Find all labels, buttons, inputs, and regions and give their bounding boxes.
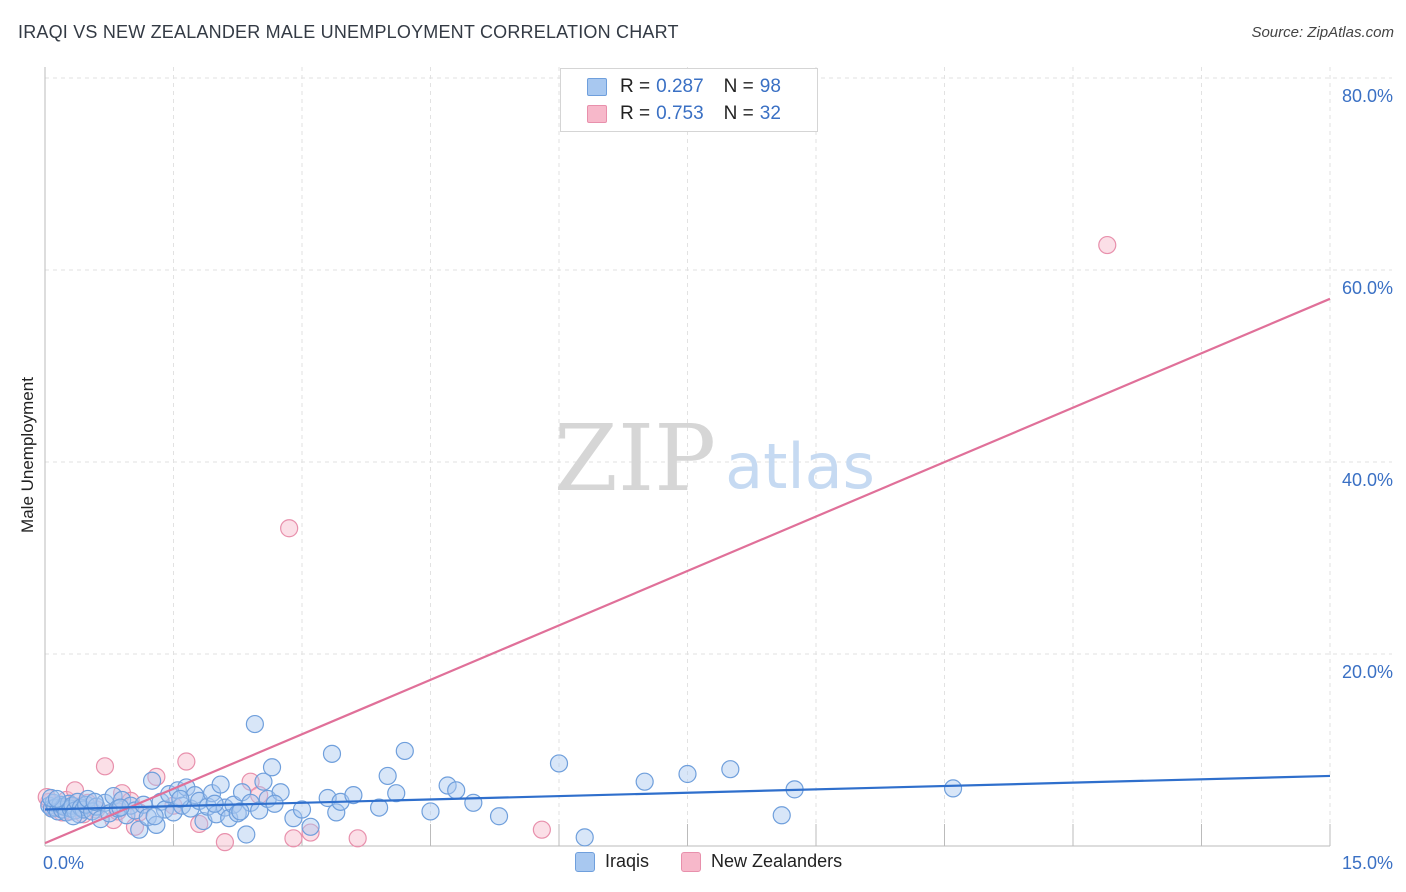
iraqi-point [245,714,264,734]
series-legend: Iraqis New Zealanders [575,851,874,872]
nz-point [348,829,367,848]
nz-points [37,235,1117,852]
iraqi-point [292,800,312,819]
legend-r-value: 0.287 [656,76,704,97]
y-tick-label: 60.0% [1342,278,1393,298]
iraqi-point [378,766,397,786]
iraqi-point [47,789,67,809]
iraqi-point [254,772,273,791]
iraqi-point [772,806,791,825]
chart-title: IRAQI VS NEW ZEALANDER MALE UNEMPLOYMENT… [18,22,679,42]
nz-point [284,829,303,848]
iraqi-point [387,784,406,803]
iraqi-point [220,809,239,828]
iraqi-point [421,802,440,821]
iraqi-point [489,807,509,826]
iraqi-point [271,783,290,802]
iraqi-point [231,802,250,821]
iraqi-point [262,758,282,777]
nz-point [65,781,85,800]
watermark-atlas: atlas [725,430,875,503]
iraqi-point [64,807,83,826]
series-swatch-iraqis [575,851,595,872]
iraqi-point [327,803,346,822]
trend-lines [44,297,1331,845]
nz-point [95,757,115,776]
nz-point [1098,235,1117,255]
iraqi-point [721,760,740,779]
legend-r-label: R = [620,103,651,124]
nz-point [215,833,234,852]
legend-r-label: R = [620,76,651,97]
iraqi-point [549,754,569,773]
watermark: ZIP atlas [554,405,875,512]
iraqi-point [145,807,164,826]
legend-r-value: 0.753 [656,103,704,124]
correlation-legend: R = 0.287 N = 98 R = 0.753 N = 32 [560,68,818,132]
iraqi-point [211,775,230,794]
x-tick-label: 0.0% [43,853,84,873]
watermark-zip: ZIP [554,405,716,512]
iraqi-point [237,825,256,844]
nz-trend-line [44,297,1331,845]
iraqi-point [322,744,342,763]
legend-n-label: N = [723,103,754,124]
legend-swatch-nz [587,105,607,123]
iraqi-point [438,776,457,795]
nz-point [280,519,299,538]
iraqi-point [41,788,61,808]
legend-swatch-iraqis [587,78,607,96]
iraqi-point [85,792,104,811]
y-tick-label: 40.0% [1342,470,1393,490]
nz-point [301,823,320,842]
tick-labels: 20.0% 40.0% 60.0% 80.0% 0.0% 15.0% [43,86,1393,873]
nz-point [532,820,551,839]
source-label: Source: ZipAtlas.com [1251,24,1394,41]
iraqi-point [344,786,363,805]
legend-n-label: N = [723,76,754,97]
iraqi-points [40,714,963,847]
iraqi-point [575,828,594,847]
series-swatch-nz [681,851,702,872]
legend-row-iraqis: R = 0.287 N = 98 [587,75,781,99]
iraqi-point [370,798,389,817]
iraqi-point [142,771,162,790]
iraqi-point [171,789,190,809]
iraqi-point [678,764,697,784]
iraqi-trend-line [44,774,1331,811]
y-tick-label: 80.0% [1342,86,1393,106]
iraqi-point [464,793,483,812]
iraqi-point [395,741,414,761]
iraqi-point [635,772,654,791]
legend-n-value: 98 [759,76,781,97]
grid-lines [44,67,1392,846]
nz-point [177,752,196,771]
iraqi-point [943,779,963,798]
series-legend-iraqis[interactable]: Iraqis [575,851,649,872]
series-label-nz: New Zealanders [711,851,843,871]
iraqi-point [301,817,320,836]
axes [44,67,1331,847]
legend-row-nz: R = 0.753 N = 32 [587,102,781,126]
iraqi-point [130,820,149,839]
y-tick-label: 20.0% [1342,662,1393,682]
series-legend-nz[interactable]: New Zealanders [681,851,842,872]
iraqi-point [205,794,224,813]
x-tick-label: 15.0% [1342,853,1393,873]
iraqi-point [447,781,466,800]
legend-n-value: 32 [759,103,781,124]
series-label-iraqis: Iraqis [605,851,650,871]
